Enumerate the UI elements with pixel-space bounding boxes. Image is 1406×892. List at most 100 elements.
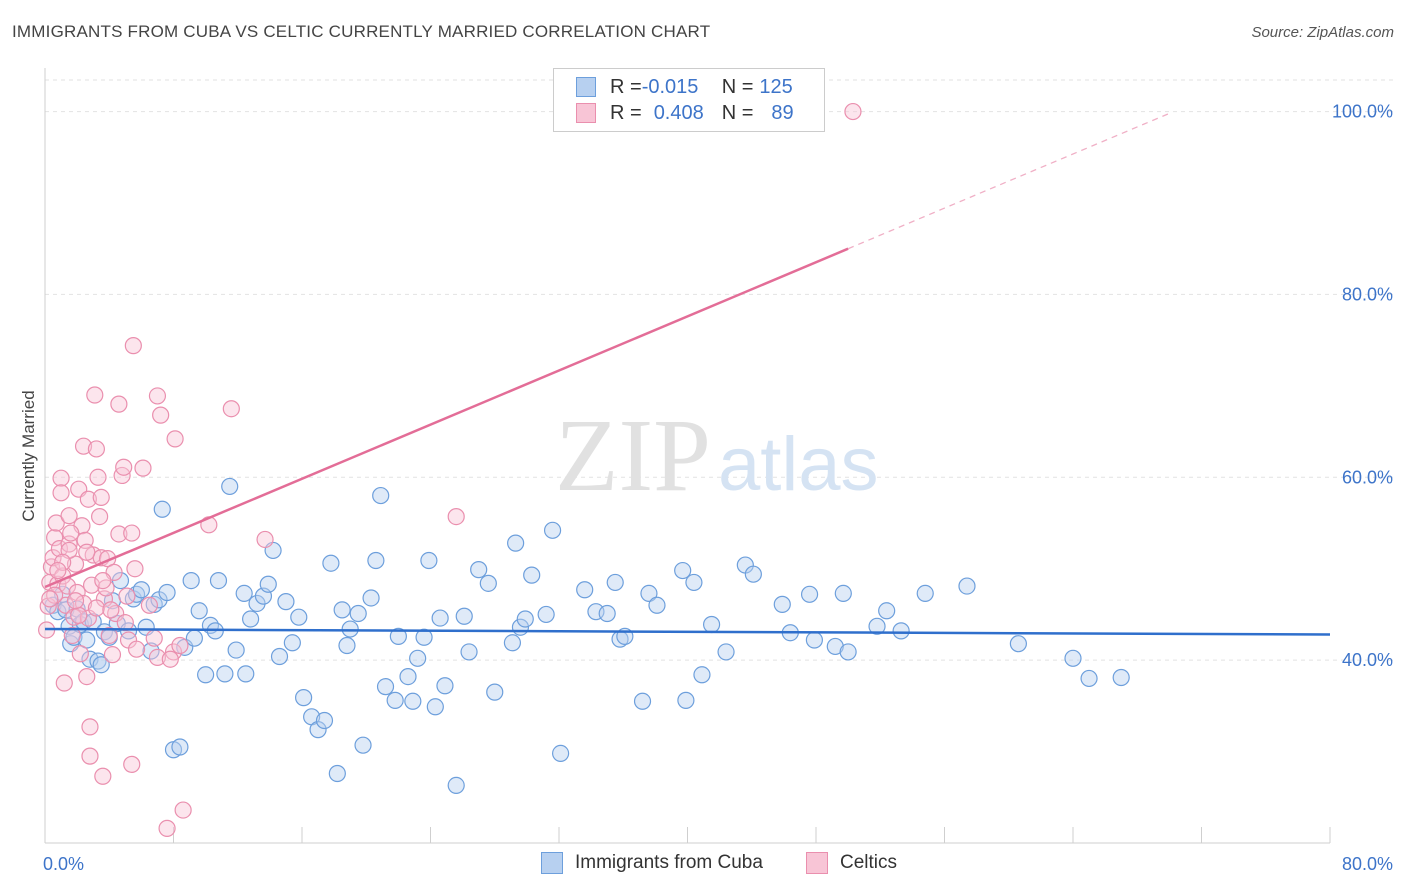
- celtics-point: [844, 102, 862, 121]
- cuba-point: [702, 615, 721, 634]
- cuba-point: [717, 643, 735, 661]
- cuba-point: [426, 698, 444, 716]
- cuba-point: [431, 609, 449, 627]
- celtics-point: [115, 458, 133, 476]
- celtics-point: [74, 437, 93, 455]
- cuba-point: [633, 692, 652, 710]
- bottom-legend-celtics: Celtics: [806, 852, 897, 874]
- legend-row-cuba: R = -0.015 N = 125: [576, 74, 793, 100]
- y-tick-label: 40.0%: [1342, 650, 1393, 670]
- cuba-point: [685, 573, 703, 592]
- celtics-point: [158, 819, 176, 837]
- cuba-point: [376, 678, 395, 696]
- legend-n-value: 125: [759, 75, 793, 98]
- bottom-legend-swatch-pink: [806, 852, 828, 874]
- celtics-point: [82, 576, 101, 594]
- axes: [44, 68, 1331, 844]
- celtics-point: [152, 406, 170, 424]
- celtics-point: [62, 524, 80, 542]
- celtics-point: [92, 488, 110, 506]
- legend-r-label: R =: [610, 101, 642, 124]
- cuba-point: [677, 691, 695, 709]
- cuba-point: [216, 665, 234, 683]
- legend-n-value: 89: [771, 101, 794, 124]
- celtics-point: [60, 535, 78, 553]
- celtics-point: [52, 469, 70, 487]
- cuba-point: [773, 595, 791, 613]
- legend-r-value: -0.015: [641, 75, 699, 98]
- cuba-point: [404, 692, 422, 710]
- chart-source: Source: ZipAtlas.com: [1251, 24, 1394, 41]
- y-tick-label: 60.0%: [1342, 467, 1393, 487]
- cuba-point: [92, 656, 110, 674]
- cuba-point: [354, 736, 372, 754]
- celtics-point: [57, 596, 75, 614]
- celtics-point: [127, 640, 146, 658]
- celtics-point: [94, 571, 112, 590]
- trend-line-cuba: [44, 627, 1331, 636]
- cuba-point: [839, 643, 857, 661]
- cuba-point: [479, 574, 497, 592]
- celtics-point: [81, 718, 99, 736]
- cuba-point: [460, 643, 478, 661]
- celtics-point: [63, 626, 81, 645]
- cuba-point: [420, 551, 438, 570]
- cuba-point: [800, 585, 819, 603]
- cuba-point: [227, 641, 245, 659]
- celtics-point: [171, 636, 189, 655]
- cuba-point: [338, 636, 356, 655]
- cuba-point: [598, 604, 616, 623]
- cuba-point: [182, 571, 200, 590]
- cuba-point: [523, 566, 541, 584]
- cuba-point: [958, 577, 976, 595]
- celtics-point: [148, 387, 167, 405]
- celtics-point: [102, 601, 120, 619]
- legend-n-label: N =: [721, 101, 754, 124]
- cuba-point: [543, 521, 562, 539]
- celtics-point: [100, 626, 118, 645]
- watermark-zip: ZIP: [555, 398, 711, 513]
- cuba-point: [693, 666, 711, 684]
- legend-swatch-pink: [576, 103, 596, 123]
- celtics-point: [161, 650, 179, 668]
- cuba-point: [386, 691, 404, 709]
- cuba-point: [503, 634, 522, 652]
- celtics-point: [66, 592, 85, 610]
- cuba-point: [744, 565, 762, 583]
- watermark-atlas: atlas: [718, 422, 879, 507]
- celtics-point: [49, 561, 67, 580]
- celtics-point: [47, 514, 65, 532]
- cuba-point: [372, 486, 390, 505]
- bottom-legend-swatch-blue: [541, 852, 563, 874]
- cuba-point: [576, 581, 594, 599]
- bottom-legend-label-celtics: Celtics: [840, 852, 898, 873]
- cuba-point: [415, 628, 433, 646]
- cuba-point: [315, 711, 334, 730]
- celtics-point: [166, 430, 184, 448]
- cuba-point: [242, 610, 260, 628]
- cuba-point: [221, 477, 239, 496]
- cuba-point: [322, 554, 340, 572]
- cuba-point: [277, 593, 295, 611]
- celtics-point: [134, 459, 152, 477]
- celtics-point: [79, 490, 97, 508]
- cuba-point: [455, 607, 473, 625]
- celtics-point: [91, 507, 109, 526]
- cuba-point: [367, 551, 385, 570]
- cuba-point: [447, 776, 465, 795]
- celtics-point: [447, 507, 465, 526]
- celtics-point: [78, 543, 96, 561]
- celtics-point: [52, 484, 70, 502]
- x-tick-label: 0.0%: [43, 854, 84, 874]
- cuba-point: [516, 610, 534, 628]
- cuba-point: [878, 602, 896, 620]
- cuba-point: [132, 581, 150, 599]
- celtics-point: [89, 468, 107, 486]
- cuba-point: [648, 596, 666, 614]
- cuba-point: [237, 665, 255, 683]
- celtics-point: [124, 337, 142, 355]
- cuba-point: [1112, 668, 1130, 687]
- cuba-point: [1009, 635, 1027, 653]
- cuba-point: [868, 617, 886, 635]
